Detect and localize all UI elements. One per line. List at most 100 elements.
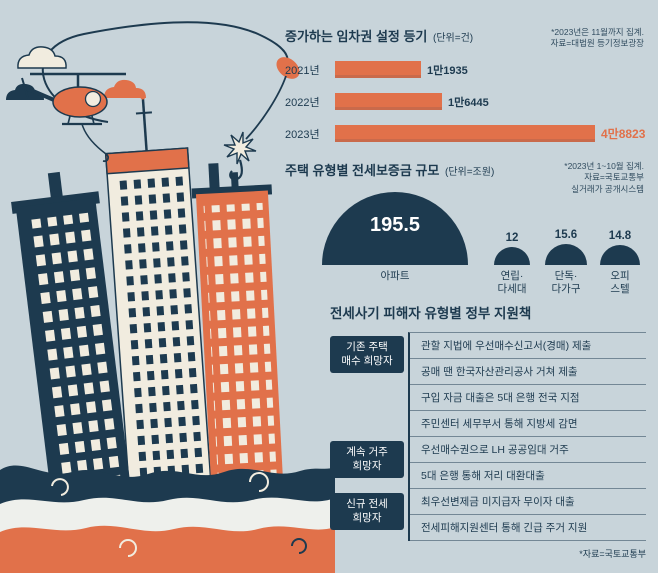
bar-value: 1만1935 bbox=[427, 64, 468, 77]
lease-bars: 2021년 1만1935 2022년 1만6445 2023년 4만8823 bbox=[285, 61, 646, 142]
deposit-chart-unit: (단위=조원) bbox=[444, 167, 495, 178]
building-right bbox=[191, 163, 285, 506]
support-group-label: 계속 거주 희망자 bbox=[330, 441, 404, 479]
semi-value: 15.6 bbox=[554, 229, 578, 241]
support-group-label-cell: 신규 전세 희망자 bbox=[330, 489, 408, 541]
group-label-line: 희망자 bbox=[352, 511, 382, 524]
bar bbox=[335, 61, 421, 78]
year-label: 2023년 bbox=[285, 128, 320, 141]
semicircle-shape bbox=[600, 245, 640, 265]
bar-row: 2023년 4만8823 bbox=[285, 125, 646, 142]
support-item: 우선매수권으로 LH 공공임대 거주 bbox=[410, 437, 646, 463]
building-left bbox=[11, 171, 133, 512]
cloud-icon bbox=[6, 83, 44, 100]
semi-item-small: 12 연립· 다세대 bbox=[488, 185, 536, 295]
deposit-semicircles: 195.5 아파트 12 연립· 다세대 15.6 단독· 다가구 14.8 오피 스텔 bbox=[285, 185, 646, 295]
lease-chart-title: 증가하는 임차권 설정 등기 (단위=건) bbox=[285, 26, 646, 45]
support-item: 전세피해지원센터 통해 긴급 주거 지원 bbox=[410, 515, 646, 541]
semi-stack: 12 bbox=[494, 185, 530, 265]
semi-category-label: 오피 스텔 bbox=[610, 270, 629, 295]
semi-category-label: 연립· 다세대 bbox=[498, 270, 527, 295]
bar bbox=[335, 125, 595, 142]
support-group-label: 신규 전세 희망자 bbox=[330, 493, 404, 531]
group-label-line: 매수 희망자 bbox=[341, 354, 393, 367]
cloud-icon bbox=[104, 79, 146, 98]
support-group-items: 우선매수권으로 LH 공공임대 거주 5대 은행 통해 저리 대환대출 bbox=[408, 437, 646, 489]
group-label-line: 희망자 bbox=[352, 459, 382, 472]
support-group-label-cell: 기존 주택 매수 희망자 bbox=[330, 332, 408, 437]
support-table-note: *자료=국토교통부 bbox=[579, 549, 646, 559]
group-label-line: 신규 전세 bbox=[346, 498, 388, 510]
support-item: 최우선변제금 미지급자 무이자 대출 bbox=[410, 489, 646, 515]
semi-category-label: 단독· 다가구 bbox=[552, 270, 581, 295]
semi-label-line: 연립· bbox=[500, 270, 524, 282]
support-group: 기존 주택 매수 희망자 관할 지법에 우선매수신고서(경매) 제출 공매 땐 한국자… bbox=[330, 332, 646, 437]
support-item: 공매 땐 한국자산관리공사 거쳐 제출 bbox=[410, 359, 646, 385]
support-table-title: 전세사기 피해자 유형별 정부 지원책 bbox=[330, 306, 532, 321]
year-label: 2021년 bbox=[285, 64, 320, 77]
support-policy-table: 전세사기 피해자 유형별 정부 지원책 기존 주택 매수 희망자 관할 지법에 우선… bbox=[330, 302, 646, 560]
note-line: 자료=국토교통부 bbox=[584, 172, 644, 183]
semi-value: 14.8 bbox=[608, 230, 632, 242]
semicircle-shape bbox=[494, 247, 530, 265]
helicopter-icon bbox=[21, 72, 126, 163]
support-rows: 기존 주택 매수 희망자 관할 지법에 우선매수신고서(경매) 제출 공매 땐 한국자… bbox=[330, 332, 646, 541]
cloud-icon bbox=[17, 46, 67, 69]
semi-label-line: 단독· bbox=[554, 270, 578, 282]
semi-value: 195.5 bbox=[369, 214, 421, 236]
note-line: *2023년 1~10월 집계. bbox=[564, 161, 644, 171]
semi-label-line: 아파트 bbox=[380, 270, 410, 282]
impact-starburst-icon bbox=[223, 131, 257, 165]
lease-chart-title-text: 증가하는 임차권 설정 등기 bbox=[285, 29, 428, 44]
sinking-buildings-illustration bbox=[0, 21, 335, 573]
bar-row: 2022년 1만6445 bbox=[285, 93, 646, 110]
semi-item-small: 15.6 단독· 다가구 bbox=[542, 185, 590, 295]
deposit-scale-chart: 주택 유형별 전세보증금 규모 (단위=조원) *2023년 1~10월 집계.… bbox=[285, 160, 646, 295]
note-line: *2023년은 11월까지 집계. bbox=[551, 27, 644, 37]
support-group: 신규 전세 희망자 최우선변제금 미지급자 무이자 대출 전세피해지원센터 통해 긴급… bbox=[330, 489, 646, 541]
semi-stack: 195.5 bbox=[322, 185, 468, 265]
bar-value: 1만6445 bbox=[448, 96, 489, 109]
support-item: 주민센터 세무부서 통해 지방세 감면 bbox=[410, 411, 646, 437]
semi-value: 12 bbox=[505, 232, 519, 244]
bar-row: 2021년 1만1935 bbox=[285, 61, 646, 78]
waves bbox=[0, 465, 335, 573]
semicircle-shape: 195.5 bbox=[322, 192, 468, 265]
bar-value: 4만8823 bbox=[601, 127, 646, 141]
lease-chart-unit: (단위=건) bbox=[433, 33, 474, 44]
semi-label-line: 다세대 bbox=[497, 282, 527, 295]
year-label: 2022년 bbox=[285, 96, 320, 109]
hook-icon bbox=[229, 159, 244, 181]
rope-line bbox=[41, 21, 289, 123]
lease-chart-note: *2023년은 11월까지 집계. 자료=대법원 등기정보광장 bbox=[551, 27, 644, 50]
support-group-label: 기존 주택 매수 희망자 bbox=[330, 336, 404, 374]
ball-cable bbox=[245, 75, 287, 140]
semi-stack: 14.8 bbox=[600, 185, 640, 265]
group-label-line: 기존 주택 bbox=[346, 341, 388, 353]
support-group-items: 관할 지법에 우선매수신고서(경매) 제출 공매 땐 한국자산관리공사 거쳐 제출… bbox=[408, 332, 646, 437]
support-group: 계속 거주 희망자 우선매수권으로 LH 공공임대 거주 5대 은행 통해 저리 대환… bbox=[330, 437, 646, 489]
note-line: 자료=대법원 등기정보광장 bbox=[550, 38, 644, 49]
bar bbox=[335, 93, 442, 110]
note-line: 실거래가 공개시스템 bbox=[571, 183, 644, 194]
semi-label-line: 다가구 bbox=[551, 282, 581, 295]
support-item: 5대 은행 통해 저리 대환대출 bbox=[410, 463, 646, 489]
semi-stack: 15.6 bbox=[545, 185, 587, 265]
semi-category-label: 아파트 bbox=[381, 270, 410, 283]
semi-label-line: 스텔 bbox=[610, 282, 630, 295]
building-center bbox=[104, 94, 214, 514]
support-group-items: 최우선변제금 미지급자 무이자 대출 전세피해지원센터 통해 긴급 주거 지원 bbox=[408, 489, 646, 541]
semi-label-line: 오피 bbox=[610, 270, 630, 282]
deposit-chart-title: 주택 유형별 전세보증금 규모 (단위=조원) bbox=[285, 160, 646, 179]
support-item: 구입 자금 대출은 5대 은행 전국 지점 bbox=[410, 385, 646, 411]
group-label-line: 계속 거주 bbox=[346, 446, 388, 458]
deposit-chart-note: *2023년 1~10월 집계. 자료=국토교통부 실거래가 공개시스템 bbox=[564, 161, 644, 195]
support-group-label-cell: 계속 거주 희망자 bbox=[330, 437, 408, 489]
semicircle-shape bbox=[545, 244, 587, 265]
semi-item-small: 14.8 오피 스텔 bbox=[596, 185, 644, 295]
semi-item-apartment: 195.5 아파트 bbox=[322, 185, 468, 283]
lease-registration-chart: 증가하는 임차권 설정 등기 (단위=건) *2023년은 11월까지 집계. … bbox=[285, 26, 646, 157]
wrecking-ball-icon bbox=[276, 57, 300, 79]
deposit-chart-title-text: 주택 유형별 전세보증금 규모 bbox=[285, 163, 440, 178]
